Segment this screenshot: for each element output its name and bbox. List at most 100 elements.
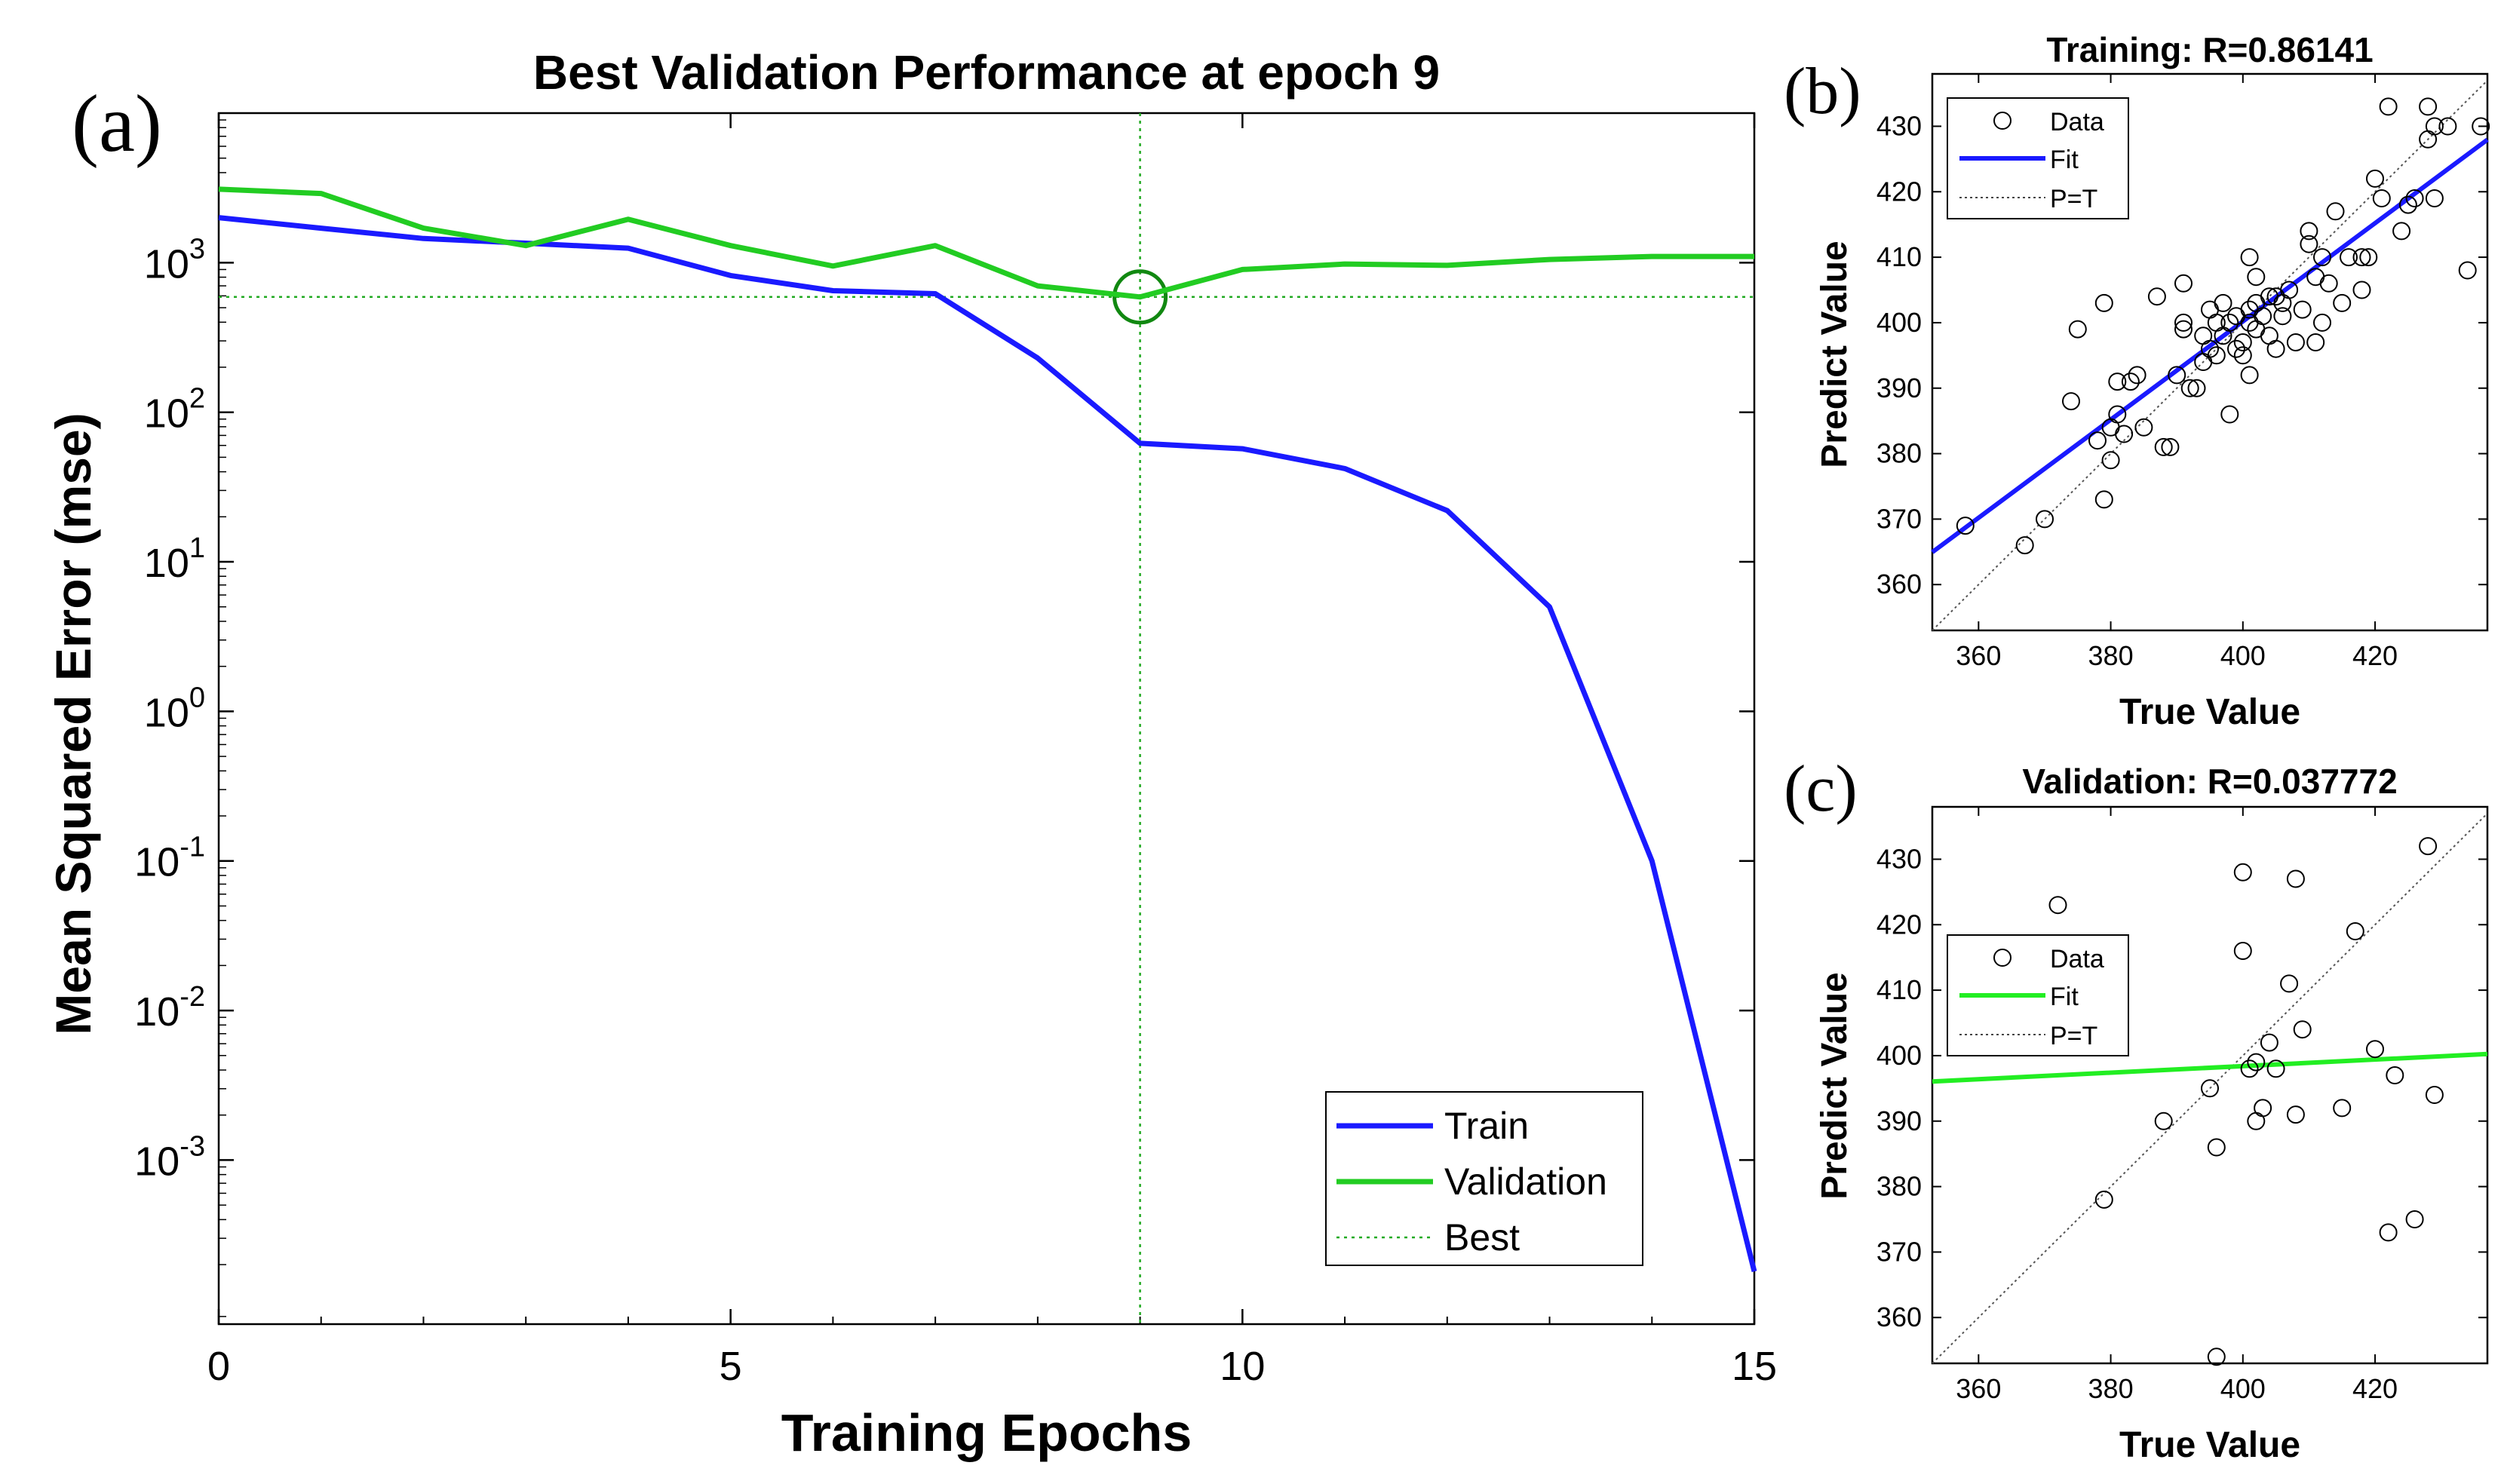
panel-b-data-point <box>2094 293 2113 312</box>
panel-b-x-axis-label: True Value <box>2119 692 2300 732</box>
panel-b-data-point <box>2379 97 2398 116</box>
panel-c-identity-line <box>1932 812 2488 1364</box>
panel-c-data-point <box>2201 1079 2219 1098</box>
panel-c-x-tick-label: 380 <box>2088 1373 2134 1404</box>
series-line-validation <box>218 186 1754 300</box>
panel-a-legend-train: Train <box>1444 1105 1529 1147</box>
panel-c-data-point <box>2286 869 2305 888</box>
panel-b-y-tick-label: 380 <box>1876 438 1922 469</box>
panel-c-data-point <box>2048 896 2067 915</box>
panel-b-data-point <box>2458 261 2477 280</box>
panel-b-data-point <box>2438 117 2457 136</box>
panel-b-y-tick-label: 370 <box>1876 503 1922 534</box>
panel-b-data-point <box>2425 189 2444 207</box>
panel-b-legend-fit: Fit <box>2050 146 2079 174</box>
panel-c-legend-pt: P=T <box>2050 1022 2097 1050</box>
panel-c-y-tick-label: 400 <box>1876 1040 1922 1071</box>
panel-b-data-point <box>2425 117 2444 136</box>
panel-c-legend-data: Data <box>2050 945 2104 973</box>
panel-c-data-point <box>2346 922 2364 940</box>
panel-b-plot-area <box>1931 72 2489 632</box>
panel-b-fit-line <box>1931 137 2489 554</box>
panel-a-legend-best: Best <box>1444 1216 1520 1259</box>
panel-b-y-axis-label: Predict Value <box>1815 241 1855 468</box>
panel-c-x-axis-label: True Value <box>2119 1425 2300 1465</box>
panel-c-data-point <box>2286 1105 2305 1124</box>
panel-b-data-point <box>2174 313 2193 332</box>
panel-b-data-points <box>1956 97 2490 555</box>
panel-b-data-point <box>2108 405 2127 424</box>
panel-c-axis-ticks <box>1932 807 2487 1363</box>
panel-a-y-tick-labels: 10-3 10-2 10-1 100 101 102 103 <box>134 233 205 1184</box>
panel-b-x-tick-labels: 360 380 400 420 <box>1956 640 2398 671</box>
panel-c-data-point <box>2154 1111 2173 1130</box>
panel-c-title: Validation: R=0.037772 <box>2022 762 2397 801</box>
panel-a-label: (a) <box>72 79 162 169</box>
panel-b-data-point <box>2340 248 2358 267</box>
panel-a-legend-validation: Validation <box>1444 1161 1607 1203</box>
panel-b-axis-ticks <box>1932 74 2487 630</box>
panel-c-data-point <box>2240 1059 2259 1078</box>
panel-a-y-tick-label: 10-3 <box>134 1130 205 1184</box>
panel-b-data-point <box>2405 189 2424 207</box>
panel-b-data-point <box>2062 392 2080 411</box>
panel-c-data-point <box>2247 1053 2266 1072</box>
panel-c-y-tick-label: 380 <box>1876 1171 1922 1202</box>
panel-b-title: Training: R=0.86141 <box>2046 30 2373 69</box>
panel-c-fit-line <box>1932 1051 2488 1084</box>
panel-b-data-point <box>2214 293 2232 312</box>
panel-b-data-point <box>2293 300 2312 319</box>
panel-c-x-tick-label: 400 <box>2220 1373 2266 1404</box>
panel-c-y-tick-label: 430 <box>1876 843 1922 874</box>
panel-b-data-point <box>2313 248 2331 267</box>
panel-c-data-point <box>2207 1138 2226 1157</box>
panel-b-label: (b) <box>1784 55 1861 128</box>
panel-b-training-regression: (b) Training: R=0.86141 True Value Predi… <box>1784 30 2490 732</box>
panel-b-data-point <box>2015 536 2034 555</box>
panel-c-validation-regression: (c) Validation: R=0.037772 True Value Pr… <box>1784 753 2489 1465</box>
panel-c-data-point <box>2293 1020 2312 1039</box>
panel-b-data-point <box>2161 437 2180 456</box>
panel-b-data-point <box>2306 333 2325 351</box>
panel-b-data-point <box>2233 346 2252 365</box>
panel-b-data-point <box>2319 274 2338 293</box>
panel-b-data-point <box>2280 281 2299 299</box>
panel-c-data-point <box>2333 1099 2352 1118</box>
best-validation-circle <box>1112 269 1168 325</box>
panel-c-data-point <box>2233 863 2252 882</box>
panel-c-y-tick-label: 420 <box>1876 909 1922 940</box>
panel-c-x-tick-label: 360 <box>1956 1373 2001 1404</box>
panel-b-legend-pt: P=T <box>2050 185 2097 213</box>
panel-b-data-point <box>2094 490 2113 509</box>
panel-b-data-point <box>2207 346 2226 365</box>
panel-a-legend-box <box>1325 1091 1643 1266</box>
panel-b-identity-line <box>1932 79 2488 631</box>
panel-b-data-point <box>2101 451 2120 470</box>
panel-b-data-point <box>2419 97 2438 116</box>
panel-b-data-point <box>2088 431 2107 450</box>
panel-b-data-point <box>2128 366 2147 385</box>
panel-b-data-point <box>2366 169 2384 188</box>
panel-a-x-tick-label: 0 <box>207 1344 230 1389</box>
panel-c-data-point <box>2094 1190 2113 1209</box>
panel-b-data-point <box>2472 117 2490 136</box>
panel-b-data-point <box>2068 320 2087 339</box>
panel-b-y-tick-label: 430 <box>1876 110 1922 141</box>
panel-b-y-tick-label: 410 <box>1876 241 1922 272</box>
series-line-train <box>218 215 1757 1272</box>
panel-b-data-point <box>2300 235 2318 253</box>
panel-b-data-point <box>2352 248 2371 267</box>
panel-c-legend: Data Fit P=T <box>1947 934 2129 1056</box>
panel-c-legend-fit: Fit <box>2050 983 2079 1011</box>
panel-b-y-tick-labels: 360 370 380 390 400 410 420 430 <box>1876 110 1922 599</box>
panel-c-x-tick-labels: 360 380 400 420 <box>1956 1373 2398 1404</box>
panel-c-data-point <box>2260 1033 2278 1052</box>
panel-c-identity-line <box>1932 812 2488 1364</box>
panel-b-fit-line <box>1931 137 2489 554</box>
panel-b-data-point <box>2247 268 2266 287</box>
panel-b-data-point <box>2254 307 2272 326</box>
panel-a-x-axis-label: Training Epochs <box>781 1403 1192 1462</box>
panel-b-data-point <box>2333 293 2352 312</box>
panel-a-x-tick-label: 10 <box>1220 1344 1265 1389</box>
